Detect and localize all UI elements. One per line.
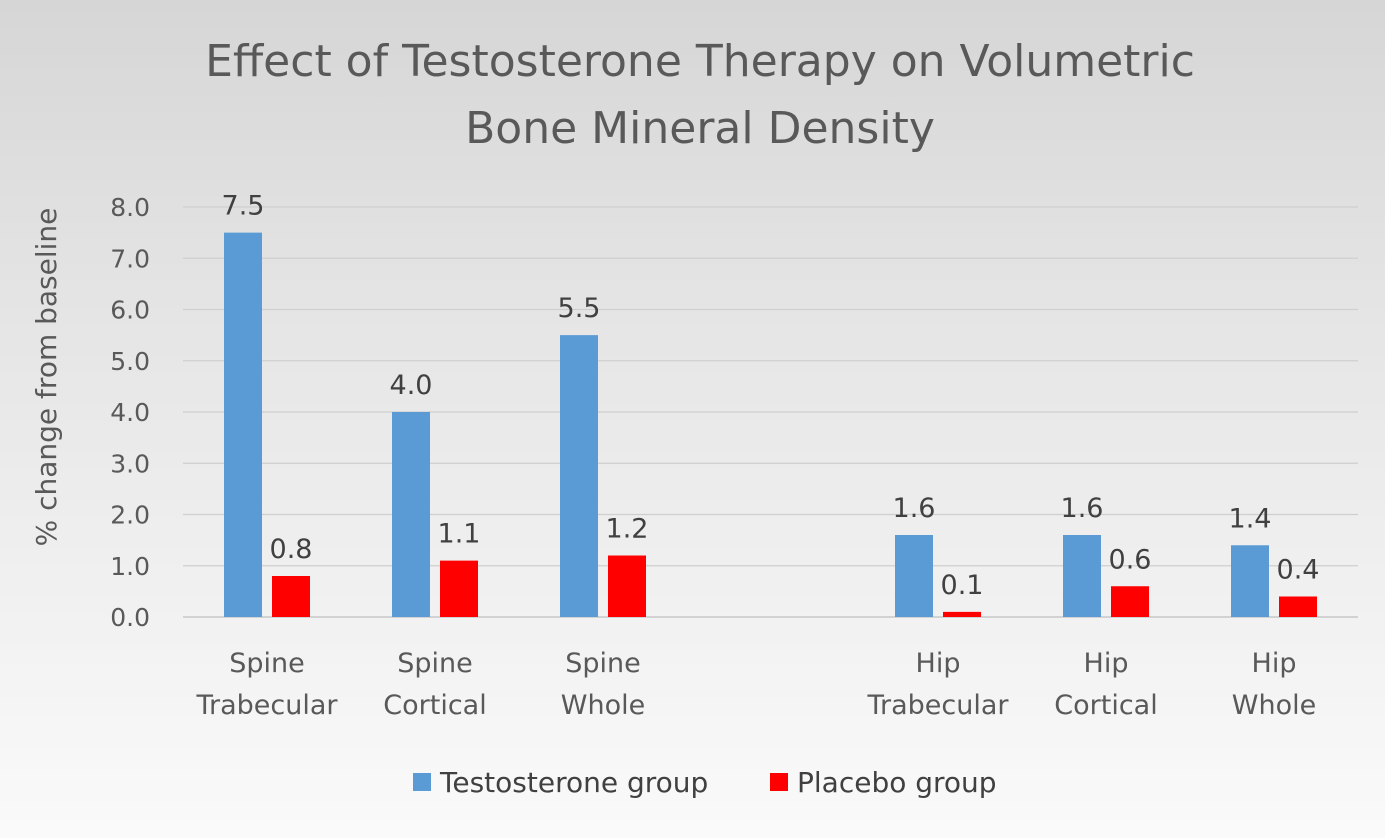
x-category-label: Whole [561,690,645,721]
legend-swatch-placebo [770,773,788,791]
y-tick-label: 4.0 [110,398,150,427]
legend: Testosterone group Placebo group [413,766,997,799]
testosterone-bar [1231,545,1269,617]
x-category-label: Cortical [1054,690,1157,721]
legend-swatch-testosterone [413,773,431,791]
data-label: 1.2 [606,514,649,545]
data-label: 1.6 [893,493,936,524]
chart-title-line-2: Bone Mineral Density [465,103,935,154]
x-category-label: Hip [1084,648,1129,679]
placebo-bar [1111,586,1149,617]
y-axis-ticks: 0.0 1.0 2.0 3.0 4.0 5.0 6.0 7.0 8.0 [110,193,150,632]
testosterone-bar [224,232,262,617]
y-tick-label: 3.0 [110,449,150,478]
placebo-bar [608,555,646,617]
testosterone-bar [895,535,933,617]
legend-label-placebo: Placebo group [797,766,997,799]
x-category-label: Spine [397,648,473,679]
y-tick-label: 5.0 [110,347,150,376]
x-category-label: Trabecular [866,690,1009,721]
data-label: 0.1 [941,570,984,601]
x-category-label: Hip [1252,648,1297,679]
x-category-label: Whole [1232,690,1316,721]
x-category-label: Spine [229,648,305,679]
testosterone-bar [392,412,430,617]
data-labels: 7.5 4.0 5.5 1.6 1.6 1.4 0.8 1.1 1.2 0.1 0.6 0.4 [222,191,1320,601]
x-category-label: Hip [916,648,961,679]
y-tick-label: 6.0 [110,296,150,325]
x-axis-categories: Spine Trabecular Spine Cortical Spine Whole Hi… [195,648,1316,721]
testosterone-bar [1063,535,1101,617]
placebo-bar [943,611,981,617]
data-label: 0.4 [1277,555,1320,586]
y-axis-label: % change from baseline [30,208,63,547]
x-category-label: Spine [565,648,641,679]
x-category-label: Cortical [383,690,486,721]
y-tick-label: 8.0 [110,193,150,222]
gridlines [183,206,1358,618]
data-label: 1.6 [1061,493,1104,524]
data-label: 7.5 [222,191,265,222]
x-category-label: Trabecular [195,690,338,721]
y-tick-label: 7.0 [110,244,150,273]
legend-label-testosterone: Testosterone group [439,766,708,799]
y-tick-label: 2.0 [110,501,150,530]
bars [224,232,1317,617]
data-label: 0.6 [1109,544,1152,575]
testosterone-bar [560,335,598,617]
data-label: 5.5 [558,293,601,324]
data-label: 4.0 [390,370,433,401]
data-label: 0.8 [270,534,313,565]
placebo-bar [440,560,478,617]
y-tick-label: 1.0 [110,552,150,581]
chart-title: Effect of Testosterone Therapy on Volume… [205,36,1195,154]
y-tick-label: 0.0 [110,603,150,632]
placebo-bar [272,576,310,617]
data-label: 1.4 [1229,503,1272,534]
data-label: 1.1 [438,519,481,550]
chart-title-line-1: Effect of Testosterone Therapy on Volume… [205,36,1195,87]
placebo-bar [1279,596,1317,617]
